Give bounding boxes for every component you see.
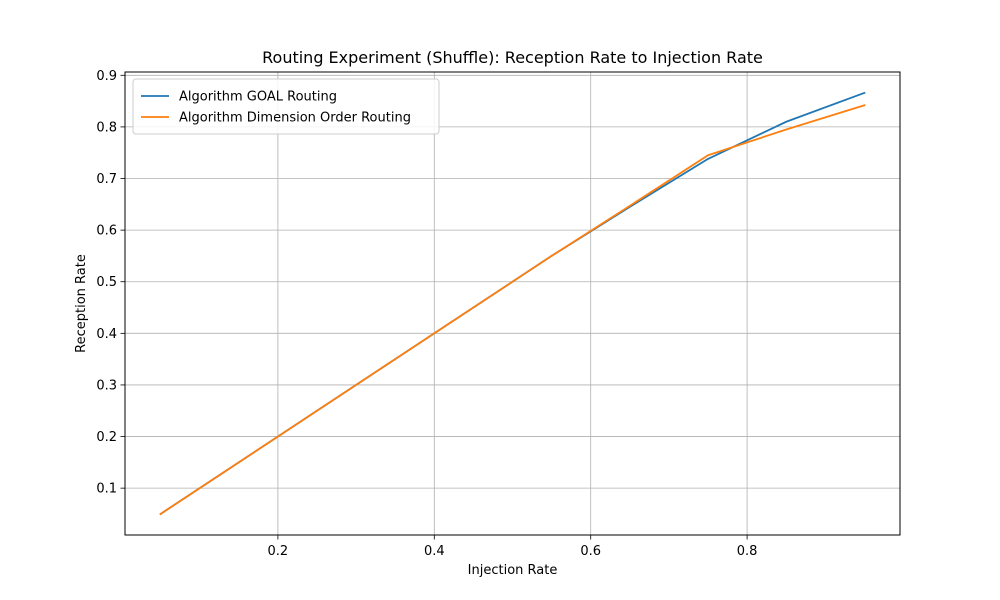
x-tick-label: 0.6 (580, 544, 601, 559)
legend-box (132, 78, 440, 135)
y-tick-label: 0.5 (96, 275, 117, 290)
legend: Algorithm GOAL Routing Algorithm Dimensio… (132, 78, 440, 135)
legend-label: Algorithm Dimension Order Routing (179, 111, 411, 126)
y-tick-label: 0.3 (96, 378, 117, 393)
x-tick-label: 0.2 (268, 544, 289, 559)
grid (125, 72, 900, 535)
y-tick-label: 0.6 (96, 224, 117, 239)
series-lines (159, 91, 866, 516)
chart-title: Routing Experiment (Shuffle): Reception … (262, 48, 763, 67)
x-tick-label: 0.8 (737, 544, 758, 559)
y-tick-label: 0.1 (96, 482, 117, 497)
y-axis-label: Reception Rate (74, 254, 89, 353)
x-axis-label: Injection Rate (468, 563, 558, 578)
y-tick-label: 0.9 (96, 69, 117, 84)
y-tick-label: 0.4 (96, 327, 117, 342)
x-tick-label: 0.4 (424, 544, 445, 559)
legend-label: Algorithm GOAL Routing (179, 90, 337, 105)
y-tick-label: 0.2 (96, 430, 117, 445)
y-tick-label: 0.8 (96, 120, 117, 135)
plot-frame (124, 71, 901, 536)
y-tick-label: 0.7 (96, 172, 117, 187)
series-line-1 (159, 104, 866, 516)
axis-ticks: 0.2 0.4 0.6 0.8 0.1 0.2 0.3 0.4 0.5 0.6 0.7 0.8 0.9 (96, 69, 757, 559)
